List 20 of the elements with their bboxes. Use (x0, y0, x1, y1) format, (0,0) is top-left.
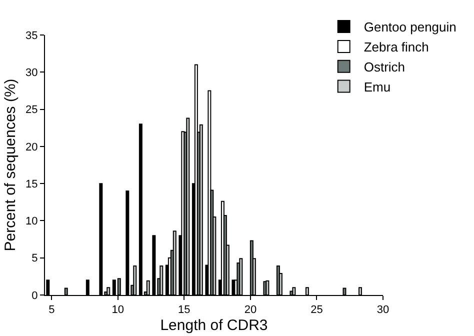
y-tick-label: 20 (26, 141, 38, 154)
y-tick-label: 5 (32, 252, 38, 265)
x-tick-label: 20 (244, 304, 257, 316)
x-tick-label: 25 (310, 304, 323, 316)
legend-label: Ostrich (364, 59, 406, 74)
legend-label: Gentoo penguin (364, 20, 456, 35)
y-tick-label: 10 (26, 216, 38, 228)
x-tick-label: 5 (48, 304, 55, 316)
x-tick-label: 30 (376, 304, 390, 316)
y-tick-label: 25 (26, 104, 38, 116)
y-tick-label: 15 (26, 178, 38, 190)
legend-label: Emu (364, 79, 391, 94)
y-axis-title: Percent of sequences (%) (2, 78, 19, 252)
y-tick-label: 0 (32, 290, 38, 302)
x-tick-label: 10 (112, 304, 124, 316)
y-tick-label: 30 (26, 66, 38, 79)
legend-label: Zebra finch (364, 40, 429, 55)
x-tick-label: 15 (178, 304, 190, 316)
x-axis-title: Length of CDR3 (160, 317, 268, 334)
y-tick-label: 35 (26, 30, 38, 42)
